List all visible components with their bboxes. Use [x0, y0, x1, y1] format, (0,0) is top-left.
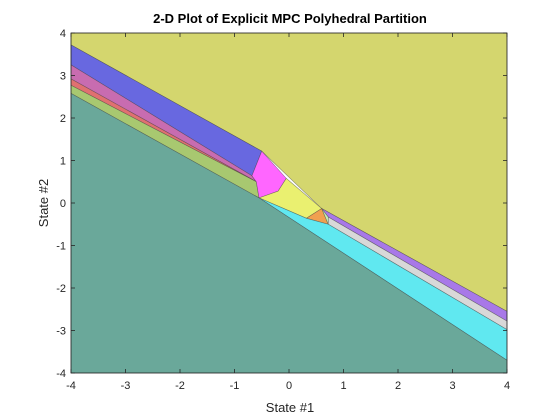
region-11: [321, 208, 329, 225]
x-tick-label-8: 4: [504, 380, 510, 392]
regions-layer: [70, 32, 508, 374]
x-tick-label-7: 3: [449, 380, 455, 392]
x-tick-label-3: -1: [230, 380, 240, 392]
y-tick-label-5: 1: [60, 156, 66, 168]
y-tick-label-7: 3: [60, 71, 66, 83]
x-tick-label-5: 1: [340, 380, 346, 392]
x-tick-label-4: 0: [286, 380, 292, 392]
y-tick-label-0: -4: [56, 368, 66, 380]
y-tick-label-2: -2: [56, 283, 66, 295]
x-tick-label-1: -3: [121, 380, 131, 392]
y-tick-label-6: 2: [60, 113, 66, 125]
y-tick-label-8: 4: [60, 28, 66, 40]
chart-title: 2-D Plot of Explicit MPC Polyhedral Part…: [153, 11, 427, 26]
y-axis-label: State #2: [36, 179, 51, 227]
x-tick-label-2: -2: [175, 380, 185, 392]
x-axis-label: State #1: [266, 400, 314, 415]
y-tick-label-4: 0: [60, 198, 66, 210]
x-tick-label-6: 2: [395, 380, 401, 392]
x-tick-label-0: -4: [66, 380, 76, 392]
y-tick-label-1: -3: [56, 326, 66, 338]
ticks-layer: -4 -3 -2 -1 0 1 2 3 4 -4 -3 -2 -1 0 1 2 3 4: [56, 28, 510, 392]
y-tick-label-3: -1: [56, 241, 66, 253]
